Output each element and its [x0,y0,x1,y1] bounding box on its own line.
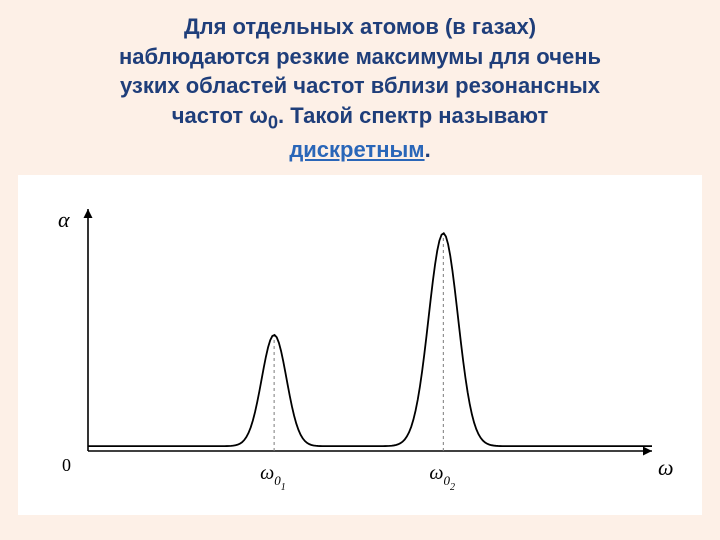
slide-page: Для отдельных атомов (в газах) наблюдают… [0,0,720,540]
spectrum-curve [88,233,652,446]
heading-line1: Для отдельных атомов (в газах) [184,14,536,39]
heading-line4-suffix: . Такой спектр называют [278,103,548,128]
heading-line4-sub: 0 [268,111,278,132]
origin-label: 0 [62,455,71,475]
y-axis-arrow-icon [84,209,93,218]
x-axis-label: ω [658,455,674,480]
slide-heading: Для отдельных атомов (в газах) наблюдают… [0,0,720,171]
heading-line3: узких областей частот вблизи резонансных [120,73,600,98]
heading-line2: наблюдаются резкие максимумы для очень [119,44,601,69]
x-axis-arrow-icon [643,446,652,455]
spectrum-svg: α ω 0 ω01 ω02 [28,189,692,499]
heading-trailing-period: . [425,137,431,162]
peak-label-2: ω02 [429,462,455,493]
peak-label-1: ω01 [260,462,286,493]
heading-link-word: дискретным [289,137,424,162]
spectrum-plot: α ω 0 ω01 ω02 [18,175,702,515]
heading-line4-prefix: частот ω [172,103,268,128]
y-axis-label: α [58,207,70,232]
